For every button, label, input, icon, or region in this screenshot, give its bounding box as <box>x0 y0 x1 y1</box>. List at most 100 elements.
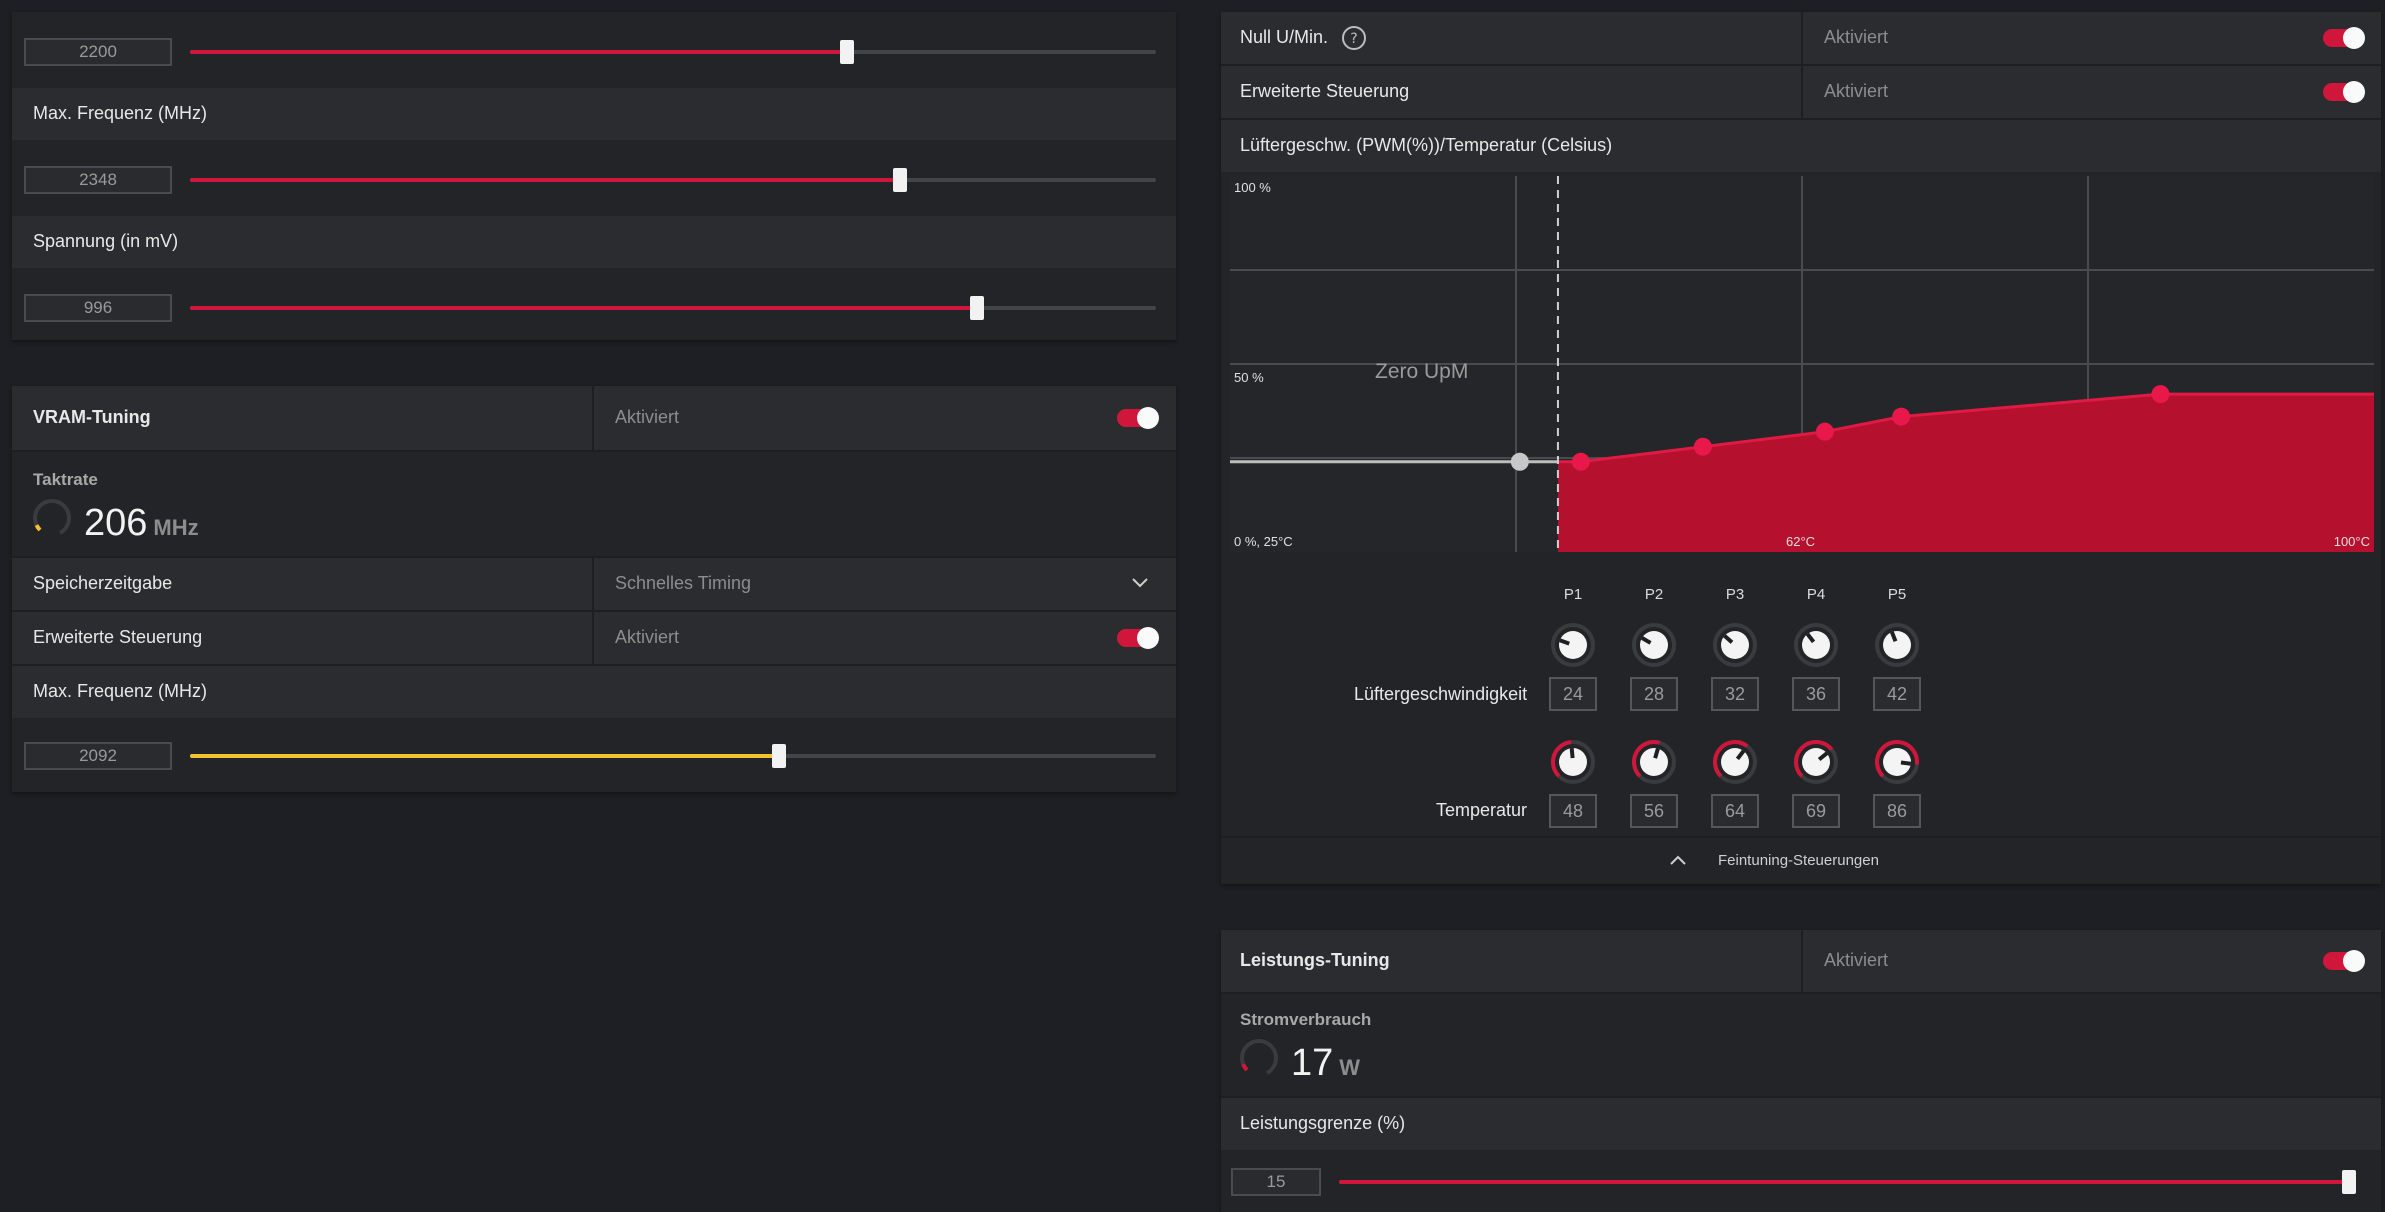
vram-max-frequency-value[interactable]: 2092 <box>24 742 172 770</box>
temperature-knob-p5[interactable] <box>1874 739 1920 785</box>
zero-rpm-label: Null U/Min. <box>1240 27 1329 47</box>
max-frequency-label: Max. Frequenz (MHz) <box>33 103 208 123</box>
voltage-slider[interactable] <box>190 296 1156 320</box>
consumption-unit: W <box>1339 1055 1361 1080</box>
point-header-p3: P3 <box>1725 586 1745 603</box>
power-limit-slider-thumb[interactable] <box>2342 1170 2356 1194</box>
voltage-slider-thumb[interactable] <box>970 296 985 320</box>
power-status: Aktiviert <box>1824 950 1889 970</box>
fan-curve-point-p1[interactable] <box>1571 452 1590 471</box>
chevron-down-icon[interactable] <box>1131 577 1149 589</box>
power-limit-slider[interactable] <box>1339 1170 2356 1194</box>
power-limit-label: Leistungsgrenze (%) <box>1240 1113 1406 1133</box>
min-frequency-slider-thumb[interactable] <box>839 40 854 64</box>
fan-speed-label: Lüftergeschwindigkeit <box>1354 684 1528 704</box>
zero-rpm-status: Aktiviert <box>1824 27 1889 47</box>
fan-speed-knob-p5[interactable] <box>1874 622 1920 668</box>
clock-label: Taktrate <box>33 470 98 489</box>
fan-curve-point-p4[interactable] <box>1892 407 1911 426</box>
zero-rpm-point[interactable] <box>1510 452 1529 471</box>
consumption-number: 17 <box>1291 1042 1334 1084</box>
fan-speed-knob-p1[interactable] <box>1550 622 1596 668</box>
vram-title: VRAM-Tuning <box>33 407 151 427</box>
gpu-tuning-panel: 2200 Max. Frequenz (MHz) 2348 Spannung (… <box>12 12 1176 340</box>
temperature-knob-p4[interactable] <box>1793 739 1839 785</box>
finetune-row[interactable]: Feintuning-Steuerungen <box>1221 838 2381 884</box>
temperature-input-p3[interactable]: 64 <box>1711 794 1759 828</box>
power-toggle[interactable] <box>2323 950 2365 972</box>
fan-curve-points[interactable] <box>1510 385 2170 471</box>
consumption-label: Stromverbrauch <box>1240 1010 1372 1029</box>
finetune-label: Feintuning-Steuerungen <box>1718 852 1879 869</box>
power-limit-value[interactable]: 15 <box>1231 1168 1321 1196</box>
max-frequency-value[interactable]: 2348 <box>24 166 172 194</box>
fan-curve-title: Lüftergeschw. (PWM(%))/Temperatur (Celsi… <box>1240 135 1613 155</box>
point-header-p1: P1 <box>1563 586 1583 603</box>
vram-advanced-label: Erweiterte Steuerung <box>33 627 203 647</box>
fan-curve-chart[interactable]: 100 % 50 % 0 %, 25°C 62°C 100°C Zero UpM <box>1230 176 2374 552</box>
vram-max-frequency-label: Max. Frequenz (MHz) <box>33 681 208 701</box>
temperature-input-p1[interactable]: 48 <box>1549 794 1597 828</box>
voltage-header: Spannung (in mV) <box>12 216 1176 268</box>
temperature-input-p4[interactable]: 69 <box>1792 794 1840 828</box>
max-frequency-slider[interactable] <box>190 168 1156 192</box>
vram-max-frequency-row: 2092 <box>12 718 1176 792</box>
temperature-knob-p3[interactable] <box>1712 739 1758 785</box>
x-mid-label: 62°C <box>1786 534 1815 549</box>
fan-curve-point-p5[interactable] <box>2151 385 2170 404</box>
vram-advanced-status: Aktiviert <box>615 627 680 647</box>
fan-curve-area <box>1557 394 2374 552</box>
power-consumption-row: Stromverbrauch 17 W <box>1221 994 2381 1096</box>
min-frequency-row: 2200 <box>12 12 1176 88</box>
vram-max-frequency-slider-thumb[interactable] <box>772 744 787 768</box>
y-top-label: 100 % <box>1234 180 1271 195</box>
voltage-label: Spannung (in mV) <box>33 231 179 251</box>
fan-speed-input-p5[interactable]: 42 <box>1873 677 1921 711</box>
temperature-knob-p1[interactable] <box>1550 739 1596 785</box>
fan-curve-header: Lüftergeschw. (PWM(%))/Temperatur (Celsi… <box>1221 120 2381 172</box>
svg-text:?: ? <box>1350 31 1357 47</box>
fan-speed-input-p1[interactable]: 24 <box>1549 677 1597 711</box>
consumption-value: 17 W <box>1291 1042 1360 1085</box>
help-icon[interactable]: ? <box>1341 25 1367 51</box>
fan-curve-point-p3[interactable] <box>1815 422 1834 441</box>
memory-timing-label: Speicherzeitgabe <box>33 573 173 593</box>
fan-curve-point-p2[interactable] <box>1693 437 1712 456</box>
power-limit-row: 15 <box>1221 1150 2381 1212</box>
fan-advanced-status: Aktiviert <box>1824 81 1889 101</box>
min-frequency-slider[interactable] <box>190 40 1156 64</box>
zero-rpm-row: Null U/Min. ? Aktiviert <box>1221 12 2381 64</box>
fan-speed-knob-p4[interactable] <box>1793 622 1839 668</box>
memory-timing-dropdown[interactable]: Schnelles Timing <box>615 573 752 593</box>
voltage-value[interactable]: 996 <box>24 294 172 322</box>
fan-speed-input-p2[interactable]: 28 <box>1630 677 1678 711</box>
fan-advanced-toggle[interactable] <box>2323 81 2365 103</box>
fan-speed-input-p3[interactable]: 32 <box>1711 677 1759 711</box>
fan-speed-knob-p2[interactable] <box>1631 622 1677 668</box>
clock-value: 206 MHz <box>84 502 199 545</box>
vram-clock-row: Taktrate 206 MHz <box>12 452 1176 556</box>
chevron-up-icon[interactable] <box>1669 854 1687 866</box>
vram-advanced-row: Erweiterte Steuerung Aktiviert <box>12 612 1176 664</box>
fan-speed-input-p4[interactable]: 36 <box>1792 677 1840 711</box>
temperature-input-p2[interactable]: 56 <box>1630 794 1678 828</box>
x-max-label: 100°C <box>2334 534 2370 549</box>
zero-rpm-toggle[interactable] <box>2323 27 2365 49</box>
temperature-knob-p2[interactable] <box>1631 739 1677 785</box>
fan-advanced-row: Erweiterte Steuerung Aktiviert <box>1221 66 2381 118</box>
fan-speed-knob-p3[interactable] <box>1712 622 1758 668</box>
temperature-input-p5[interactable]: 86 <box>1873 794 1921 828</box>
point-header-p2: P2 <box>1644 586 1664 603</box>
vram-max-frequency-slider[interactable] <box>190 744 1156 768</box>
power-limit-header: Leistungsgrenze (%) <box>1221 1098 2381 1150</box>
vram-status: Aktiviert <box>615 407 680 427</box>
fan-points-table: Lüftergeschwindigkeit Temperatur P1 24 48 P… <box>1221 560 2381 840</box>
max-frequency-slider-thumb[interactable] <box>893 168 907 192</box>
clock-unit: MHz <box>153 515 199 540</box>
fan-advanced-label: Erweiterte Steuerung <box>1240 81 1410 101</box>
vram-advanced-toggle[interactable] <box>1117 627 1159 649</box>
y-mid-label: 50 % <box>1234 370 1264 385</box>
min-frequency-value[interactable]: 2200 <box>24 38 172 66</box>
origin-label: 0 %, 25°C <box>1234 534 1293 549</box>
vram-toggle[interactable] <box>1117 407 1159 429</box>
